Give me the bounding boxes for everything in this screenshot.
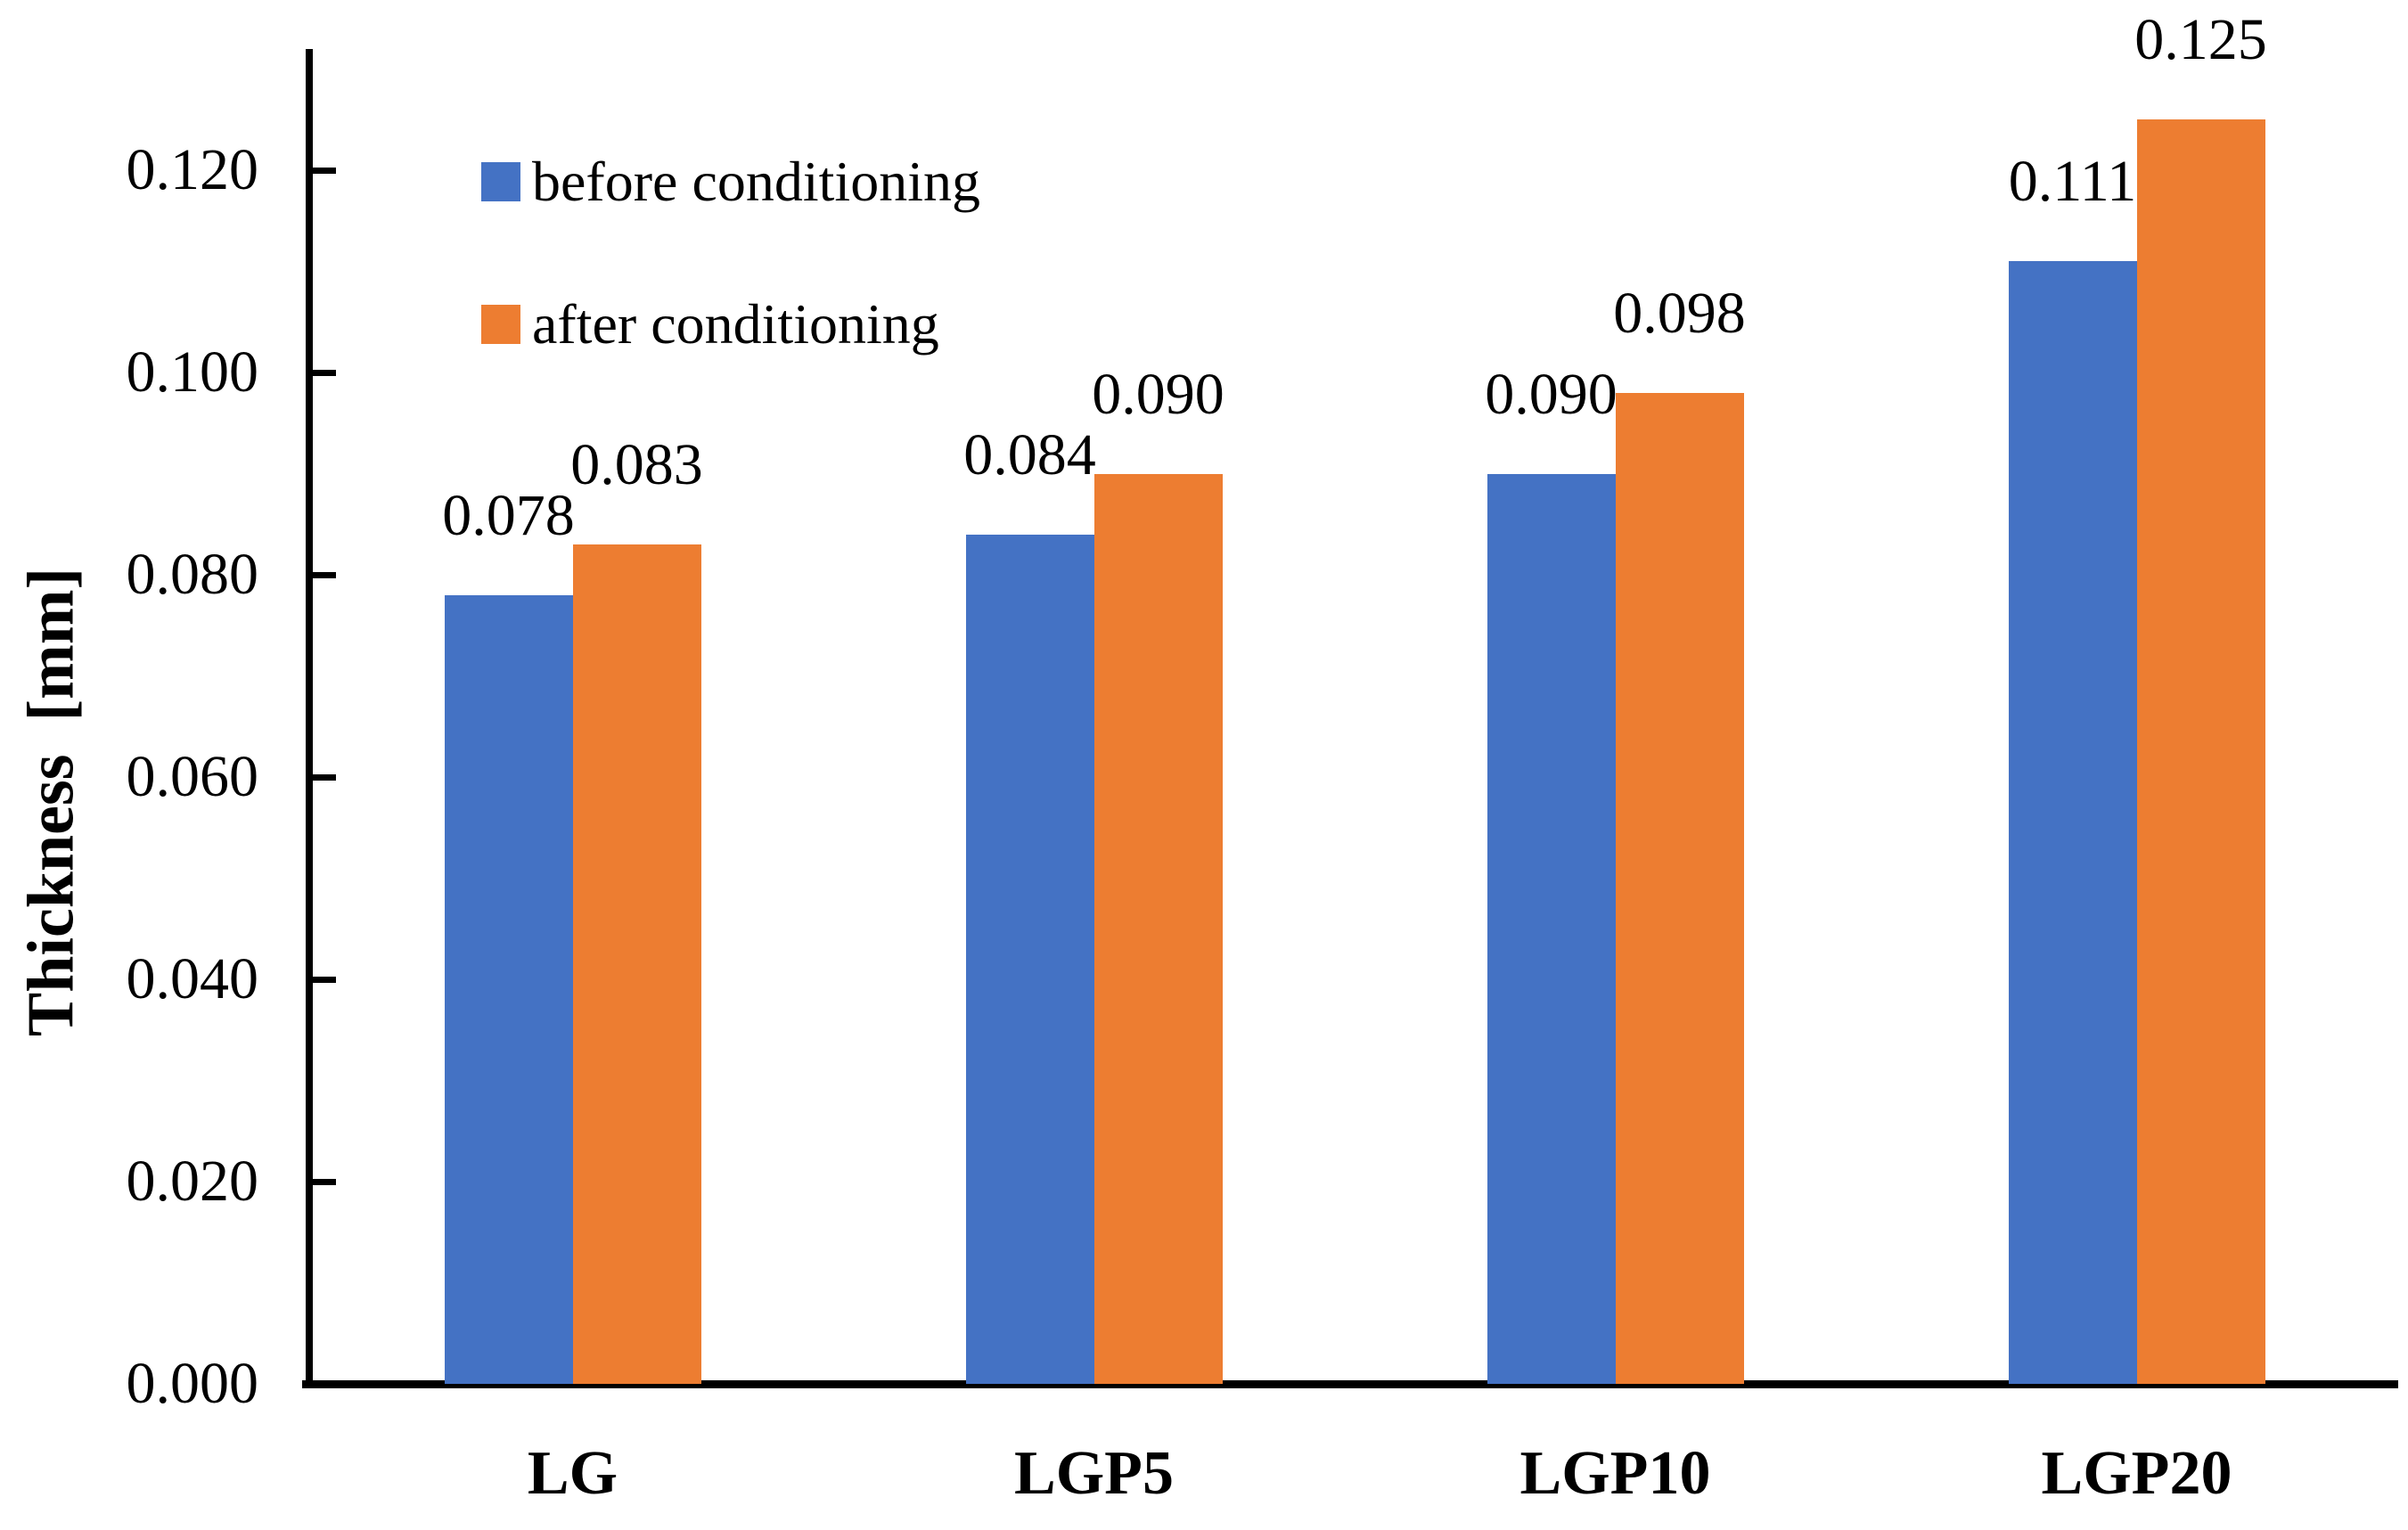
- y-tick-label: 0.100: [126, 340, 259, 405]
- y-tick-mark: [313, 167, 336, 174]
- data-label-after-LG: 0.083: [570, 432, 703, 497]
- x-category-label-LGP5: LGP5: [1014, 1439, 1174, 1508]
- bar-after-LGP20: [2136, 119, 2265, 1384]
- bar-after-LGP5: [1093, 474, 1223, 1384]
- y-tick-label: 0.080: [126, 542, 259, 608]
- data-label-before-LGP5: 0.084: [963, 422, 1096, 487]
- x-category-label-LGP10: LGP10: [1519, 1439, 1711, 1508]
- y-axis-line: [306, 49, 313, 1387]
- data-label-after-LGP10: 0.098: [1613, 281, 1746, 346]
- y-tick-mark: [313, 773, 336, 781]
- legend: before conditioning after conditioning: [481, 153, 980, 353]
- y-tick-label: 0.020: [126, 1149, 259, 1215]
- x-category-label-LGP20: LGP20: [2041, 1439, 2232, 1508]
- bar-after-LGP10: [1615, 393, 1744, 1384]
- data-label-after-LGP5: 0.090: [1092, 362, 1224, 427]
- legend-label-after: after conditioning: [532, 292, 939, 356]
- y-tick-label: 0.120: [126, 137, 259, 203]
- bar-before-LGP10: [1487, 474, 1616, 1384]
- bar-before-LGP5: [965, 535, 1094, 1384]
- y-tick-label: 0.060: [126, 744, 259, 810]
- data-label-after-LGP20: 0.125: [2134, 7, 2267, 72]
- legend-label-before: before conditioning: [532, 150, 980, 213]
- y-tick-label: 0.040: [126, 946, 259, 1012]
- legend-item-before: before conditioning: [481, 153, 980, 210]
- data-label-before-LGP10: 0.090: [1485, 362, 1618, 427]
- legend-swatch-before: [481, 162, 520, 201]
- y-tick-mark: [313, 369, 336, 376]
- y-tick-label: 0.000: [126, 1351, 259, 1416]
- y-tick-mark: [313, 976, 336, 983]
- y-tick-mark: [313, 571, 336, 578]
- legend-swatch-after: [481, 305, 520, 344]
- data-label-before-LGP20: 0.111: [2008, 149, 2137, 214]
- legend-item-after: after conditioning: [481, 296, 980, 353]
- bar-before-LG: [444, 595, 573, 1384]
- bar-after-LG: [572, 544, 701, 1384]
- x-category-label-LG: LG: [527, 1439, 618, 1508]
- y-tick-mark: [313, 1178, 336, 1185]
- data-label-before-LG: 0.078: [442, 483, 575, 548]
- x-axis-line: [302, 1380, 2398, 1388]
- bar-before-LGP20: [2008, 261, 2137, 1384]
